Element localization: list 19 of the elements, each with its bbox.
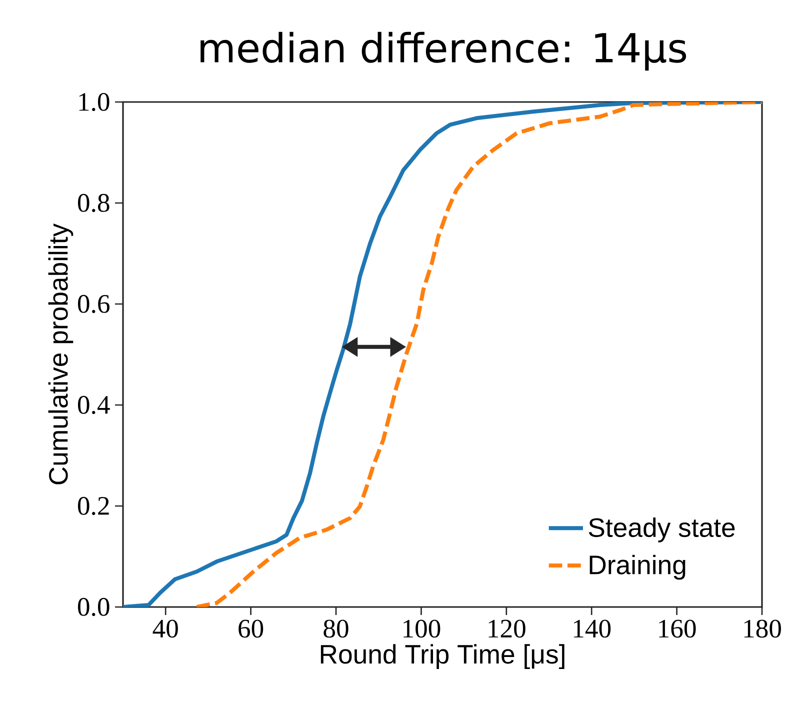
x-axis-title: Round Trip Time [μs] xyxy=(320,644,564,670)
x-tick-label: 40 xyxy=(152,620,178,638)
y-tick-label: 1.0 xyxy=(79,92,110,112)
chart-title: median difference: 14μs xyxy=(200,32,686,71)
x-tick-label: 60 xyxy=(238,620,264,638)
y-tick-label: 0.8 xyxy=(78,194,110,212)
y-tick-label: 0.0 xyxy=(78,598,110,616)
y-axis-title: Cumulative probability xyxy=(48,223,74,484)
x-tick-label: 120 xyxy=(488,620,526,638)
x-tick-label: 160 xyxy=(659,620,696,638)
legend-label: Steady state xyxy=(588,517,735,542)
x-tick-label: 140 xyxy=(574,620,611,638)
x-tick-label: 180 xyxy=(744,620,781,638)
y-tick-label: 0.2 xyxy=(78,496,109,516)
x-tick-label: 100 xyxy=(404,620,440,638)
x-tick-label: 80 xyxy=(324,620,348,638)
y-tick-label: 0.4 xyxy=(78,396,110,414)
y-tick-label: 0.6 xyxy=(78,294,110,314)
legend-label: Draining xyxy=(590,554,686,580)
